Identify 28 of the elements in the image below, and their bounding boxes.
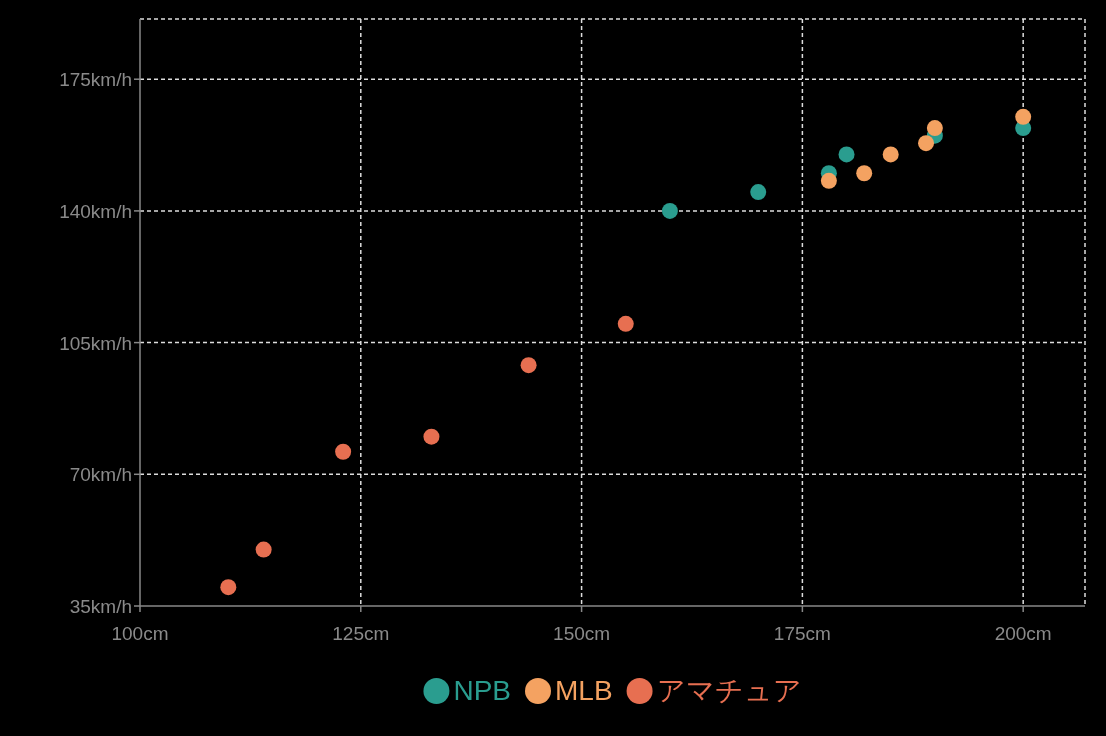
point — [423, 428, 440, 445]
x-tick-label: 175cm — [773, 623, 831, 644]
point — [617, 315, 634, 332]
y-tick-label: 35km/h — [69, 596, 132, 617]
point — [220, 579, 237, 596]
point — [1015, 108, 1032, 125]
legend-label: アマチュア — [656, 675, 802, 706]
point — [335, 443, 352, 460]
x-tick-label: 150cm — [553, 623, 611, 644]
point — [520, 357, 537, 374]
legend-label: MLB — [555, 675, 613, 706]
point — [255, 541, 272, 558]
y-tick-label: 140km/h — [59, 200, 132, 222]
y-tick-label: 105km/h — [59, 332, 132, 354]
y-tick-label: 175km/h — [59, 69, 132, 91]
point — [838, 146, 855, 163]
x-tick-label: 125cm — [332, 623, 390, 644]
point — [820, 172, 837, 189]
point — [918, 135, 935, 152]
point — [856, 165, 873, 182]
x-tick-label: 200cm — [994, 623, 1052, 644]
point — [661, 202, 678, 219]
point — [882, 146, 899, 163]
x-tick-label: 100cm — [111, 623, 169, 644]
legend-label: NPB — [453, 675, 511, 706]
point — [750, 184, 767, 201]
point — [926, 120, 943, 137]
y-tick-label: 70km/h — [69, 464, 132, 486]
